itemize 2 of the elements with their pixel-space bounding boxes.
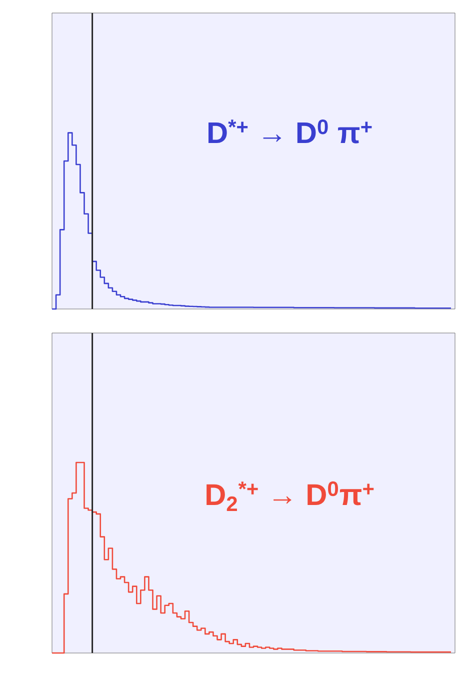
annotation: D$_{2}$$^{*+}$ → D$^{0}$π$^{+}$ [206,481,374,512]
annotation: D$^{*+}$ → D$^{0}$ π$^{+}$ [208,119,372,144]
